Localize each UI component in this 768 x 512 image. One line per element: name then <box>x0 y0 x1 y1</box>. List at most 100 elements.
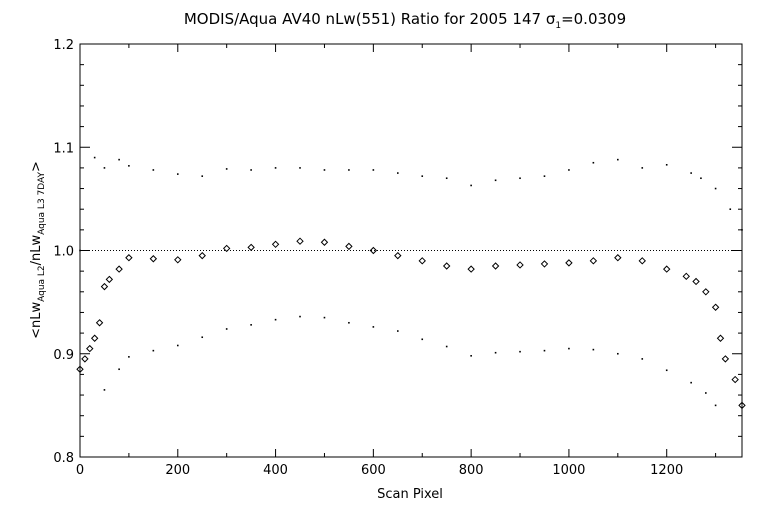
data-point-mean <box>320 238 329 246</box>
data-point-mean <box>174 256 182 264</box>
data-point-mean <box>81 355 89 363</box>
data-point-lower <box>665 369 668 372</box>
data-point-mean <box>100 282 109 291</box>
data-point-upper <box>729 208 732 210</box>
data-point-lower <box>274 318 277 321</box>
data-point-upper <box>641 167 644 169</box>
data-point-mean <box>711 303 720 311</box>
data-point-upper <box>299 167 301 169</box>
data-point-upper <box>421 175 424 177</box>
data-point-upper <box>700 177 702 180</box>
x-tick-label: 200 <box>165 463 190 478</box>
data-point-lower <box>152 349 155 352</box>
data-point-lower <box>592 348 595 351</box>
data-point-lower <box>372 326 375 328</box>
data-point-mean <box>467 265 475 273</box>
data-point-mean <box>716 334 725 342</box>
data-point-mean <box>296 237 304 245</box>
data-point-upper <box>690 172 692 174</box>
data-point-lower <box>201 336 204 339</box>
data-point-upper <box>617 158 619 161</box>
data-point-lower <box>250 324 252 326</box>
data-point-upper <box>225 168 228 170</box>
data-point-mean <box>702 288 710 296</box>
data-point-mean <box>692 277 700 286</box>
data-point-upper <box>274 167 277 169</box>
data-point-mean <box>125 254 133 262</box>
data-point-mean <box>682 272 690 281</box>
data-point-upper <box>741 229 743 231</box>
data-point-lower <box>617 352 619 355</box>
data-point-lower <box>690 381 692 384</box>
data-point-mean <box>105 275 114 284</box>
data-point-upper <box>250 169 252 171</box>
data-point-mean <box>95 319 104 327</box>
x-tick-label: 0 <box>76 463 84 478</box>
data-point-mean <box>731 375 739 384</box>
data-point-upper <box>519 177 521 180</box>
data-point-lower <box>118 368 120 371</box>
data-point-mean <box>76 365 84 373</box>
data-point-mean <box>442 262 451 270</box>
x-tick-label: 1200 <box>650 463 683 478</box>
data-point-lower <box>348 321 350 324</box>
data-point-upper <box>201 175 204 177</box>
data-point-lower <box>396 330 399 332</box>
data-point-mean <box>565 259 573 267</box>
data-point-lower <box>641 358 644 360</box>
data-point-lower <box>103 389 106 391</box>
data-point-lower <box>299 315 301 318</box>
data-point-mean <box>638 257 646 265</box>
x-axis-label: Scan Pixel <box>377 487 443 502</box>
data-point-upper <box>79 249 81 252</box>
data-point-mean <box>271 240 280 249</box>
data-point-upper <box>152 169 155 171</box>
data-point-lower <box>568 347 570 350</box>
data-point-upper <box>372 169 375 171</box>
data-point-upper <box>103 167 106 169</box>
data-point-mean <box>149 255 158 263</box>
data-point-mean <box>369 246 378 255</box>
x-tick-label: 800 <box>459 463 484 478</box>
series-upper <box>79 156 743 252</box>
data-point-upper <box>348 169 350 171</box>
data-point-upper <box>128 165 130 167</box>
data-point-upper <box>445 177 448 180</box>
title-sigma-sub: 1 <box>555 21 561 31</box>
data-point-lower <box>128 356 130 358</box>
y-axis-label: <nLwAqua L2/nLwAqua L3 7DAY> <box>29 161 47 339</box>
title-sigma: σ <box>546 10 556 28</box>
data-point-mean <box>516 261 524 269</box>
data-point-upper <box>592 161 595 164</box>
data-point-lower <box>323 316 326 319</box>
data-point-mean <box>738 401 746 410</box>
data-point-lower <box>705 392 707 394</box>
data-point-upper <box>93 156 96 159</box>
data-point-mean <box>345 242 353 251</box>
data-point-mean <box>198 251 206 260</box>
data-marks <box>76 156 746 410</box>
data-point-lower <box>225 328 228 330</box>
data-point-lower <box>543 349 546 352</box>
data-point-lower <box>421 338 424 341</box>
data-point-mean <box>589 257 598 265</box>
y-tick-label: 1.2 <box>53 38 74 53</box>
data-point-lower <box>176 344 179 347</box>
x-tick-label: 1000 <box>552 463 585 478</box>
y-tick-label: 1.0 <box>53 245 74 260</box>
data-point-mean <box>662 265 671 273</box>
x-tick-label: 400 <box>263 463 288 478</box>
data-point-upper <box>323 169 326 171</box>
data-point-upper <box>396 172 399 174</box>
axes: 0 200 400 600 800 1000 1200 0.8 0.9 1.0 1.1 1.2 <box>53 38 742 478</box>
x-tick-label: 600 <box>361 463 386 478</box>
data-point-mean <box>86 344 94 353</box>
y-tick-label: 0.9 <box>53 348 74 363</box>
data-point-upper <box>470 184 472 187</box>
data-point-lower <box>519 350 521 353</box>
data-point-upper <box>665 164 668 166</box>
data-point-lower <box>470 355 472 357</box>
data-point-mean <box>418 257 426 265</box>
series-mean <box>76 237 746 410</box>
chart-title: MODIS/Aqua AV40 nLw(551) Ratio for 2005 … <box>184 10 626 31</box>
